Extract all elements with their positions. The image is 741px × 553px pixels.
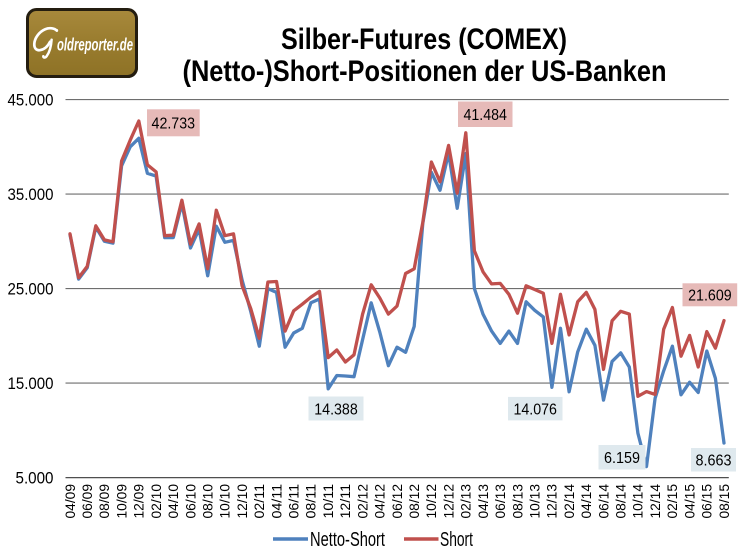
svg-text:10/11: 10/11	[321, 484, 336, 519]
svg-text:06/15: 06/15	[700, 484, 715, 519]
svg-text:12/12: 12/12	[441, 484, 456, 519]
svg-text:5.000: 5.000	[16, 469, 54, 487]
svg-text:42.733: 42.733	[152, 116, 196, 133]
svg-text:08/14: 08/14	[614, 484, 629, 519]
svg-text:08/13: 08/13	[510, 484, 525, 519]
svg-text:Short: Short	[440, 529, 473, 551]
svg-text:Netto-Short: Netto-Short	[310, 529, 385, 551]
svg-text:04/10: 04/10	[166, 484, 181, 519]
svg-text:02/12: 02/12	[355, 484, 370, 519]
svg-text:21.609: 21.609	[688, 288, 732, 305]
svg-text:8.663: 8.663	[696, 453, 732, 470]
svg-text:10/10: 10/10	[218, 484, 233, 519]
svg-text:04/12: 04/12	[373, 484, 388, 519]
svg-text:25.000: 25.000	[8, 280, 54, 298]
svg-text:10/09: 10/09	[114, 484, 129, 519]
svg-text:08/09: 08/09	[97, 484, 112, 519]
svg-text:10/14: 10/14	[631, 484, 646, 519]
svg-text:41.484: 41.484	[463, 107, 507, 124]
svg-text:04/13: 04/13	[476, 484, 491, 519]
svg-text:02/13: 02/13	[459, 484, 474, 519]
svg-text:Silber-Futures (COMEX): Silber-Futures (COMEX)	[281, 23, 567, 56]
svg-text:10/13: 10/13	[528, 484, 543, 519]
svg-text:12/11: 12/11	[338, 484, 353, 519]
svg-text:06/12: 06/12	[390, 484, 405, 519]
svg-text:06/11: 06/11	[287, 484, 302, 519]
svg-text:04/14: 04/14	[579, 484, 594, 519]
svg-text:14.076: 14.076	[513, 401, 557, 418]
svg-text:6.159: 6.159	[604, 450, 640, 467]
svg-text:06/09: 06/09	[80, 484, 95, 519]
svg-text:15.000: 15.000	[8, 375, 54, 393]
svg-text:02/14: 02/14	[562, 484, 577, 519]
svg-text:06/10: 06/10	[183, 484, 198, 519]
svg-text:02/11: 02/11	[252, 484, 267, 519]
svg-text:35.000: 35.000	[8, 186, 54, 204]
svg-text:12/10: 12/10	[235, 484, 250, 519]
svg-text:08/15: 08/15	[717, 484, 732, 519]
svg-text:12/13: 12/13	[545, 484, 560, 519]
svg-text:08/12: 08/12	[407, 484, 422, 519]
svg-text:06/14: 06/14	[596, 484, 611, 519]
svg-text:02/10: 02/10	[149, 484, 164, 519]
svg-text:08/10: 08/10	[201, 484, 216, 519]
svg-text:06/13: 06/13	[493, 484, 508, 519]
svg-text:oldreporter.de: oldreporter.de	[57, 35, 133, 55]
svg-text:04/09: 04/09	[63, 484, 78, 519]
svg-text:10/12: 10/12	[424, 484, 439, 519]
svg-text:04/11: 04/11	[269, 484, 284, 519]
svg-text:08/11: 08/11	[304, 484, 319, 519]
svg-text:14.388: 14.388	[314, 401, 358, 418]
svg-text:(Netto-)Short-Positionen der U: (Netto-)Short-Positionen der US-Banken	[183, 55, 667, 88]
svg-text:04/15: 04/15	[682, 484, 697, 519]
svg-text:12/14: 12/14	[648, 484, 663, 519]
svg-text:02/15: 02/15	[665, 484, 680, 519]
svg-text:12/09: 12/09	[132, 484, 147, 519]
svg-text:45.000: 45.000	[8, 91, 54, 109]
